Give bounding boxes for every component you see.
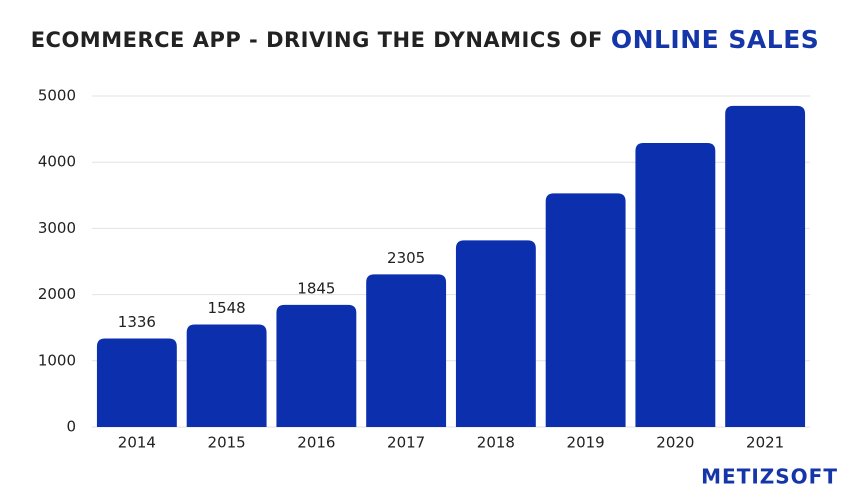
x-tick-label: 2015 (208, 434, 246, 452)
y-tick-label: 5000 (38, 87, 76, 105)
x-tick-label: 2021 (746, 434, 784, 452)
bar (635, 143, 716, 427)
bar (366, 274, 447, 427)
x-tick-label: 2014 (118, 434, 156, 452)
bar (455, 240, 536, 427)
x-tick-label: 2020 (656, 434, 694, 452)
x-tick-label: 2017 (387, 434, 425, 452)
y-tick-label: 2000 (38, 285, 76, 303)
data-label: 1336 (118, 313, 156, 331)
bar (545, 193, 626, 427)
bar (96, 338, 177, 427)
bar (725, 105, 806, 428)
y-tick-label: 0 (66, 418, 76, 436)
title-main: ECOMMERCE APP - DRIVING THE DYNAMICS OF (31, 28, 603, 52)
chart-title: ECOMMERCE APP - DRIVING THE DYNAMICS OF O… (31, 25, 820, 54)
x-tick-label: 2016 (297, 434, 335, 452)
data-label: 2305 (387, 249, 425, 267)
x-tick-label: 2018 (477, 434, 515, 452)
y-tick-label: 3000 (38, 219, 76, 237)
y-tick-label: 4000 (38, 153, 76, 171)
title-highlight: ONLINE SALES (611, 25, 819, 54)
logo: METIZSOFT (701, 465, 838, 489)
y-tick-label: 1000 (38, 351, 76, 369)
bar (186, 324, 267, 427)
data-label: 1845 (297, 279, 335, 297)
data-label: 1548 (208, 299, 246, 317)
x-tick-label: 2019 (567, 434, 605, 452)
bar (276, 304, 357, 427)
